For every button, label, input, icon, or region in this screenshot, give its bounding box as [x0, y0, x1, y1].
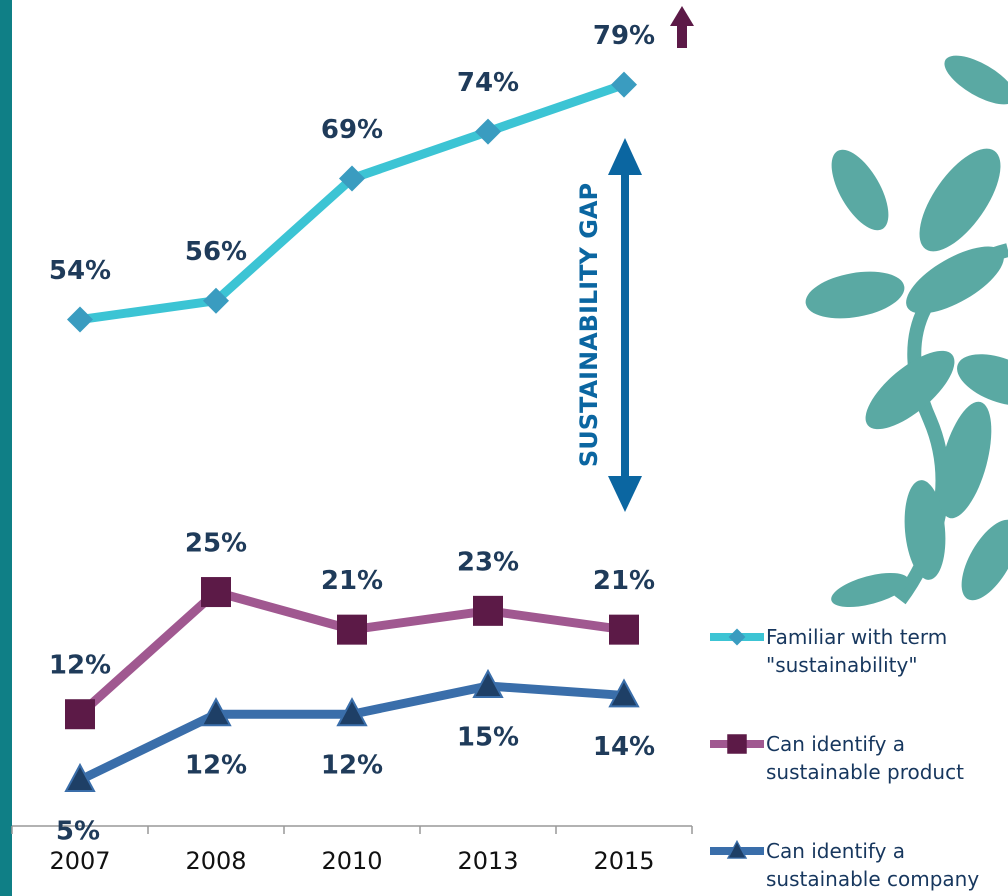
data-label: 15% [457, 723, 519, 753]
x-tick-label: 2015 [593, 847, 654, 875]
marker [728, 628, 746, 646]
marker [339, 165, 365, 192]
marker [65, 699, 95, 730]
gap-arrow [608, 138, 642, 512]
data-label: 21% [593, 566, 655, 596]
marker [726, 839, 748, 859]
marker [611, 71, 637, 98]
x-tick-label: 2008 [185, 847, 246, 875]
x-tick-label: 2013 [457, 847, 518, 875]
marker [201, 577, 231, 608]
series-line [76, 587, 625, 718]
marker [203, 287, 229, 314]
data-label: 25% [185, 529, 247, 559]
data-label: 5% [56, 817, 100, 847]
marker [475, 118, 501, 145]
legend-label: Can identify a sustainable company [766, 839, 980, 891]
legend-label: Familiar with term "sustainability" [766, 625, 948, 677]
data-label: 21% [321, 566, 383, 596]
data-label: 56% [185, 237, 247, 267]
data-label: 14% [593, 732, 655, 762]
marker [64, 762, 96, 793]
data-label: 12% [185, 751, 247, 781]
marker [608, 678, 640, 708]
data-label: 12% [321, 751, 383, 781]
data-label: 12% [49, 651, 111, 681]
annotation: SUSTAINABILITY GAP [575, 183, 603, 467]
data-label: 23% [457, 547, 519, 577]
data-label: 54% [49, 256, 111, 286]
marker [336, 697, 368, 727]
marker [200, 697, 232, 727]
leaf-decoration [805, 55, 1008, 608]
marker [337, 614, 367, 645]
legend-label: Can identify a sustainable product [766, 732, 964, 784]
marker [67, 306, 93, 333]
data-label: 74% [457, 68, 519, 98]
marker [472, 668, 504, 699]
up-arrow [670, 6, 694, 48]
marker [473, 595, 503, 626]
x-tick-label: 2010 [321, 847, 382, 875]
data-label: 79% [593, 21, 655, 51]
marker [609, 614, 639, 645]
marker [727, 734, 747, 754]
side-strip [0, 0, 12, 896]
x-tick-label: 2007 [49, 847, 110, 875]
data-label: 69% [321, 115, 383, 145]
